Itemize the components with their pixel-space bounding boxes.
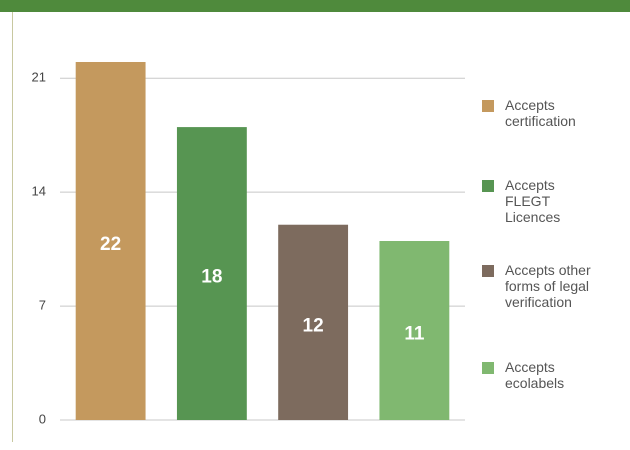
legend-label: Accepts other forms of legal verificatio… <box>505 262 591 310</box>
legend-swatch <box>482 265 494 277</box>
legend-label: Accepts FLEGT Licences <box>505 177 561 225</box>
legend-swatch <box>482 180 494 192</box>
data-label: 22 <box>100 234 121 255</box>
bar <box>75 62 146 420</box>
legend-swatch <box>482 362 494 374</box>
bar <box>278 224 349 420</box>
legend-label: Accepts certification <box>505 97 576 129</box>
y-tick-label: 14 <box>32 184 46 199</box>
y-tick-label: 21 <box>32 70 46 85</box>
y-tick-label: 0 <box>39 411 46 426</box>
top-band <box>0 0 630 12</box>
data-label: 11 <box>404 324 425 345</box>
legend-label: Accepts ecolabels <box>505 359 565 391</box>
data-label: 12 <box>303 315 324 336</box>
bar <box>176 127 247 420</box>
bar <box>379 241 450 420</box>
legend-swatch <box>482 100 494 112</box>
y-tick-label: 7 <box>39 298 46 313</box>
data-label: 18 <box>201 267 222 288</box>
